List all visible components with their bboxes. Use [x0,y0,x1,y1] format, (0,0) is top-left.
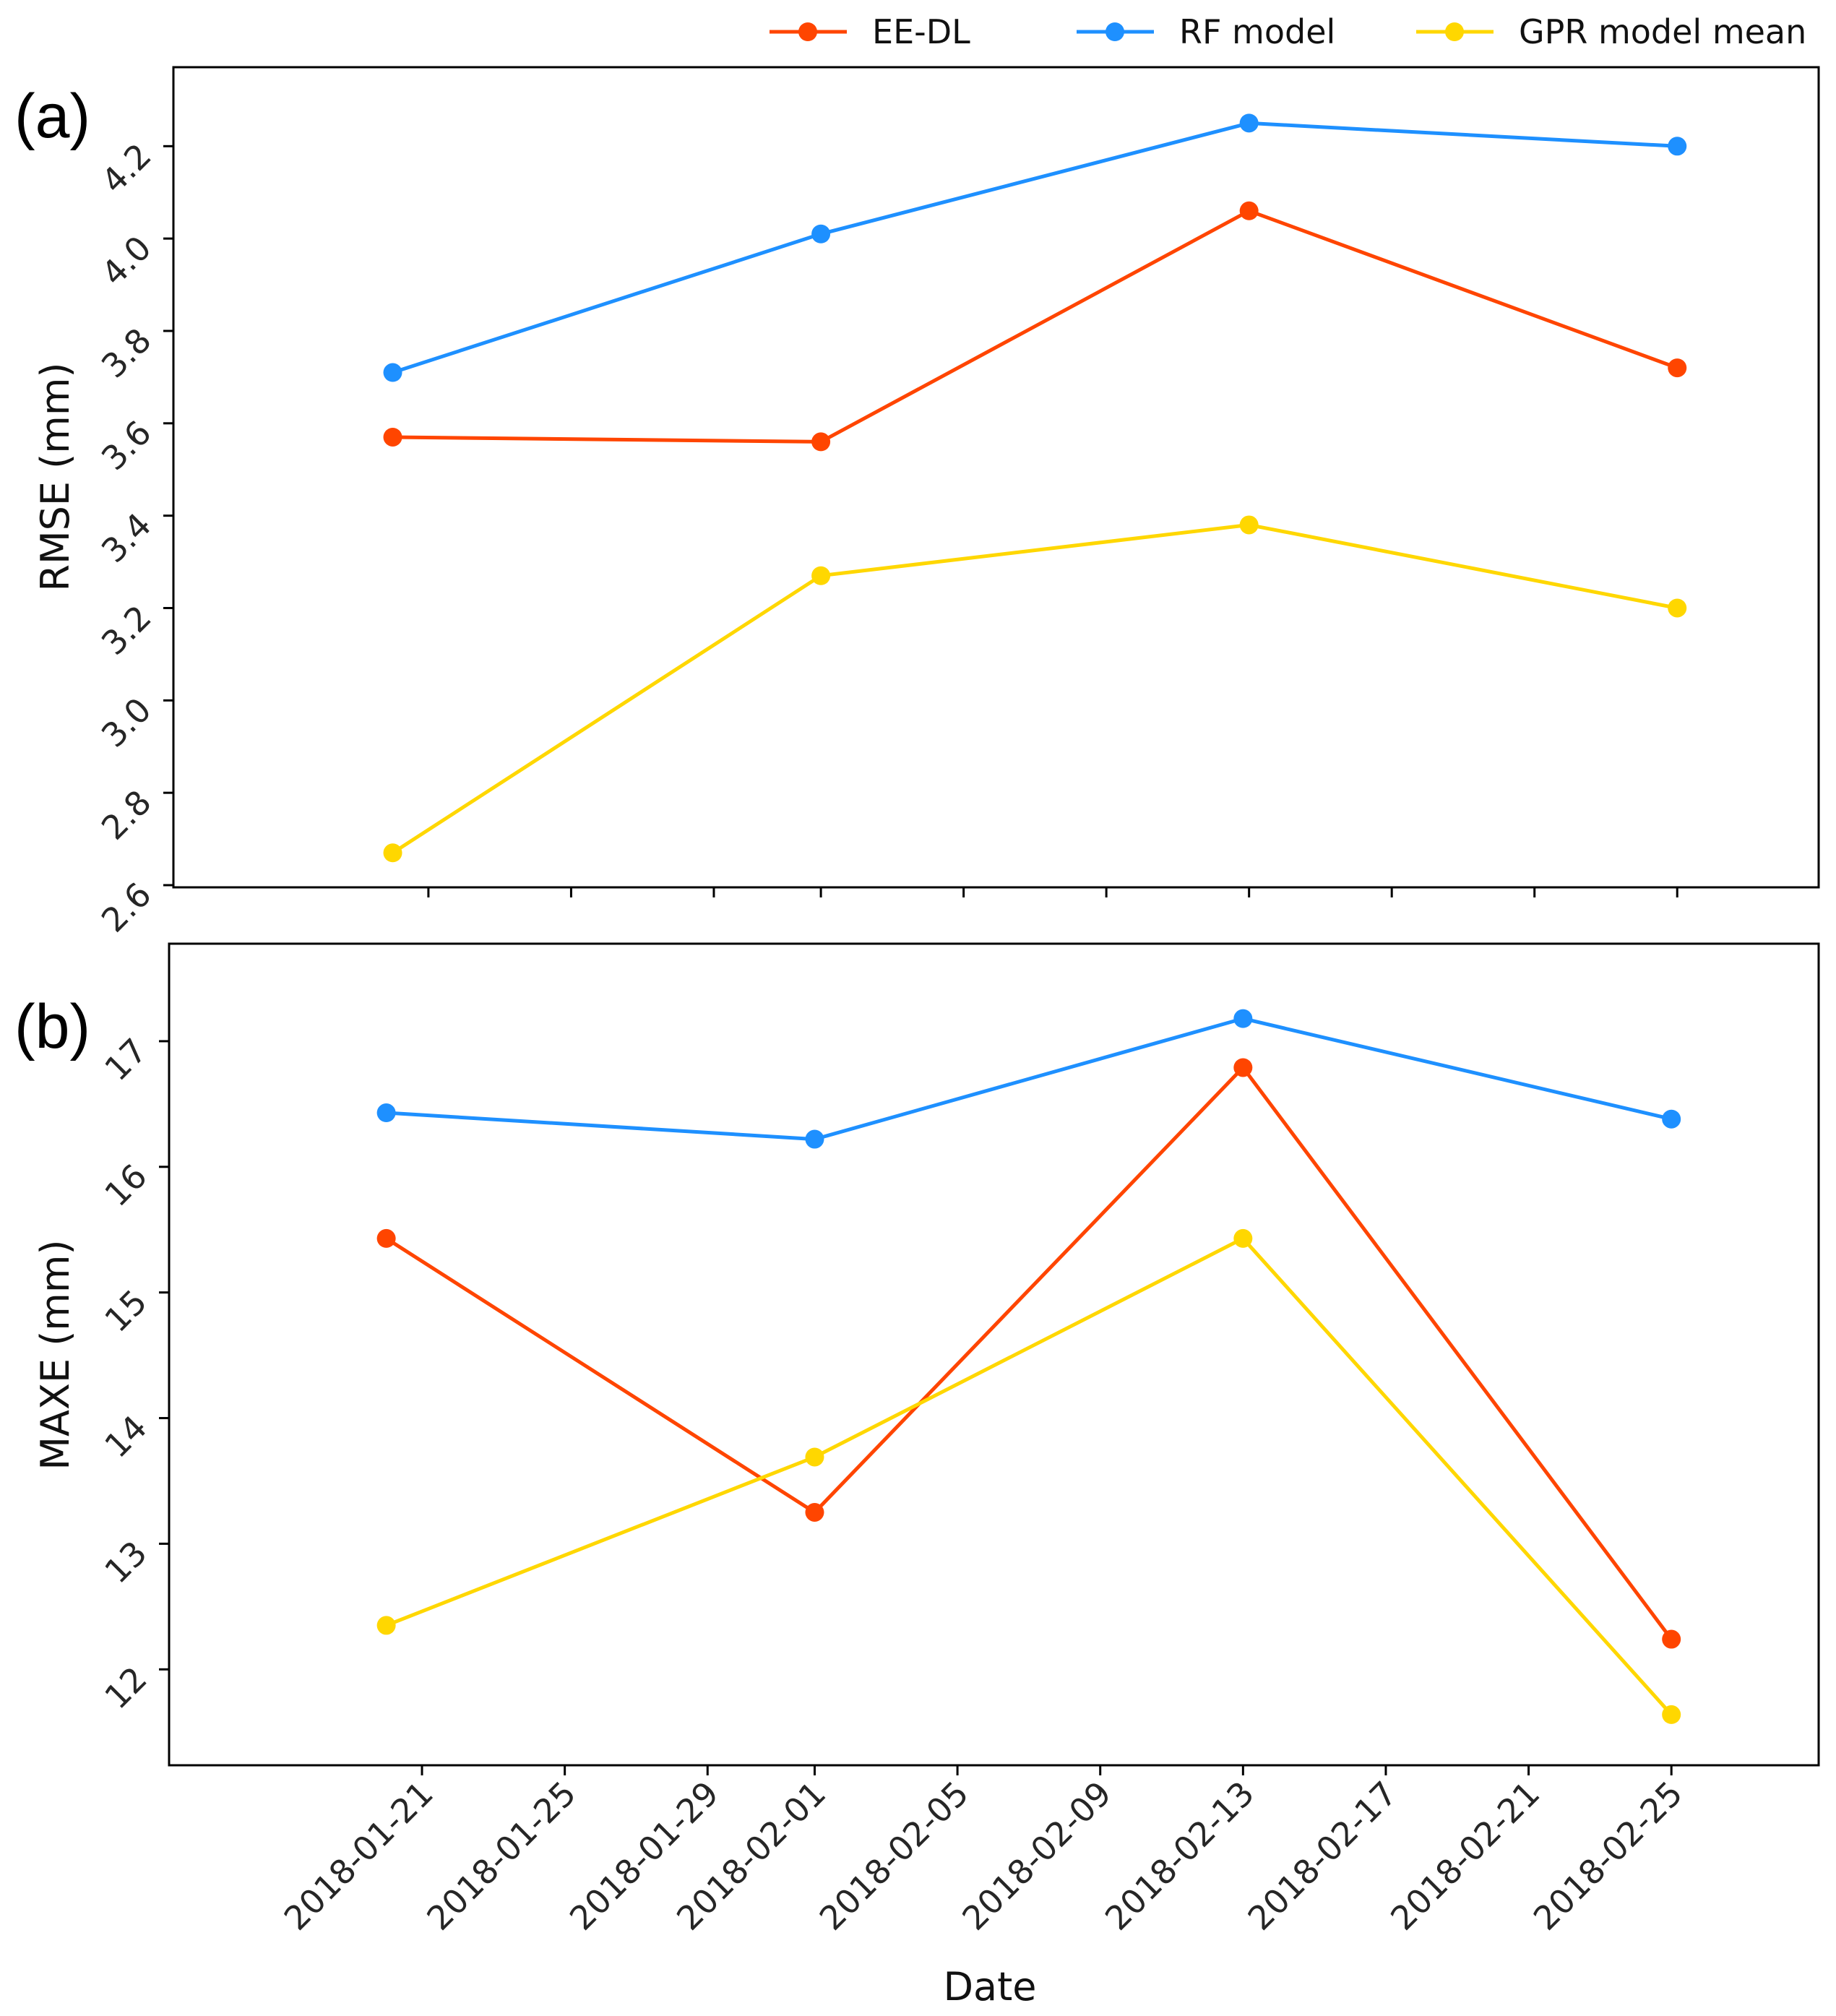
data-point-gpr-model-mean [1662,1705,1681,1724]
data-point-ee-dl [376,1228,396,1248]
y-tick-label: 3.6 [94,413,159,478]
data-point-ee-dl [805,1502,824,1522]
panel-a-y-ticks: 2.6 2.8 3.0 3.2 3.4 3.6 3.8 4.0 4.2 [94,136,173,940]
data-point-gpr-model-mean [1233,1228,1253,1248]
x-tick-label: 2018-02-25 [1526,1774,1690,1938]
x-tick-label: 2018-02-17 [1241,1774,1405,1938]
y-tick-label: 3.8 [94,321,159,386]
y-tick-label: 16 [97,1156,155,1214]
x-tick-label: 2018-02-05 [812,1774,976,1938]
data-point-rf-model [1662,1109,1681,1129]
data-point-rf-model [811,224,831,244]
y-tick-label: 14 [97,1408,155,1465]
data-point-gpr-model-mean [376,1616,396,1635]
panel-b-y-axis-title: MAXE (mm) [33,1239,78,1470]
y-tick-label: 2.6 [94,875,159,940]
panel-b-y-ticks: 12 13 14 15 16 17 [97,1031,169,1717]
series-line-rf-model [392,121,1678,374]
series-rf-model [383,113,1687,382]
series-line-gpr-model-mean [392,522,1678,855]
data-point-ee-dl [1239,201,1259,220]
legend-entry-gpr-model-mean: GPR model mean [1416,12,1806,51]
x-tick-label: 2018-01-21 [277,1774,441,1938]
legend-marker-gpr-model-mean [1445,22,1464,41]
data-point-rf-model [376,1103,396,1123]
panel-a-series [383,113,1687,863]
series-rf-model [376,1009,1681,1149]
legend-label: EE-DL [872,12,970,51]
panel-a-label: (a) [14,82,90,151]
y-tick-label: 2.8 [94,783,159,848]
panel-b-label: (b) [14,992,90,1061]
panel-a-x-ticks [427,887,1678,897]
y-tick-label: 3.4 [94,505,159,570]
y-tick-label: 4.0 [94,228,159,293]
data-point-gpr-model-mean [811,566,831,585]
data-point-gpr-model-mean [383,843,402,863]
data-point-gpr-model-mean [805,1447,824,1467]
panel-a-y-axis-title: RMSE (mm) [33,362,78,591]
legend-entry-rf-model: RF model [1077,12,1335,51]
y-tick-label: 4.2 [94,136,159,201]
panel-b-frame [168,942,1820,1767]
data-point-ee-dl [811,432,831,452]
legend-entry-ee-dl: EE-DL [770,12,970,51]
y-tick-label: 3.0 [94,690,159,755]
legend-label: RF model [1179,12,1335,51]
data-point-rf-model [1239,113,1259,133]
data-point-rf-model [383,363,402,382]
y-tick-label: 13 [97,1533,155,1591]
series-line-ee-dl [392,209,1678,444]
y-tick-label: 17 [97,1031,155,1089]
series-ee-dl [383,201,1687,452]
x-tick-label: 2018-02-21 [1383,1774,1547,1938]
series-line-rf-model [386,1017,1672,1142]
legend-marker-ee-dl [798,22,817,41]
legend-label: GPR model mean [1519,12,1806,51]
panel-b-x-ticks: 2018-01-212018-01-252018-01-292018-02-01… [277,1765,1690,1938]
y-tick-label: 12 [97,1659,155,1717]
legend: EE-DL RF model GPR model mean [770,12,1806,51]
data-point-gpr-model-mean [1668,598,1687,618]
data-point-rf-model [1668,137,1687,156]
series-gpr-model-mean [383,515,1687,863]
series-line-gpr-model-mean [385,1236,1673,1716]
data-point-gpr-model-mean [1239,515,1259,535]
x-tick-label: 2018-02-09 [954,1774,1119,1938]
data-point-ee-dl [1668,358,1687,378]
data-point-rf-model [1233,1009,1253,1028]
x-tick-label: 2018-01-25 [419,1774,583,1938]
data-point-rf-model [805,1129,824,1149]
x-tick-label: 2018-02-13 [1098,1774,1262,1938]
x-axis-title: Date [943,1964,1036,2009]
data-point-ee-dl [1662,1629,1681,1649]
panel-a-rmse: (a) 2.6 2.8 3.0 3.2 3.4 3.6 3.8 4.0 4.2 RMSE (mm… [14,66,1820,940]
y-tick-label: 3.2 [94,598,159,663]
y-tick-label: 15 [97,1282,155,1340]
panel-a-frame [172,66,1820,889]
panel-b-series [376,1009,1681,1724]
series-ee-dl [376,1058,1681,1649]
series-gpr-model-mean [376,1228,1681,1724]
legend-marker-rf-model [1106,22,1124,41]
data-point-ee-dl [1233,1058,1253,1077]
series-line-ee-dl [385,1065,1673,1641]
data-point-ee-dl [383,427,402,447]
